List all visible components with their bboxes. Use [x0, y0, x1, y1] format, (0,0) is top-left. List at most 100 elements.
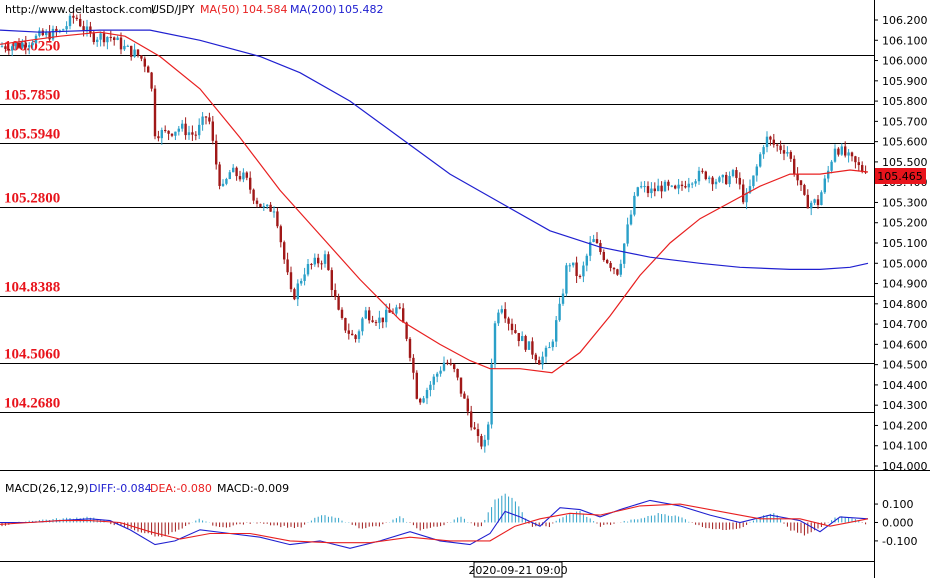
macd-dea-value: DEA:-0.080	[150, 482, 212, 495]
candle-body	[388, 309, 391, 313]
price-levels: 106.0250105.7850105.5940105.2800104.8388…	[0, 39, 874, 413]
candle-body	[28, 45, 31, 48]
candle-body	[123, 45, 126, 50]
candle-body	[62, 29, 65, 31]
price-tick-label: 105.500	[882, 156, 928, 169]
candle-body	[38, 30, 41, 36]
candle-body	[126, 45, 129, 47]
candle-body	[565, 265, 568, 294]
candle-body	[211, 121, 214, 141]
candle-body	[0, 46, 4, 48]
candle-body	[75, 17, 78, 19]
candle-body	[79, 18, 82, 27]
candle-body	[555, 320, 558, 342]
candle-body	[323, 254, 327, 264]
candle-body	[657, 185, 660, 192]
candle-body	[514, 330, 517, 334]
candle-body	[813, 199, 816, 203]
candle-body	[595, 239, 599, 244]
candle-body	[306, 264, 310, 275]
candle-body	[493, 323, 497, 365]
candle-body	[419, 398, 422, 403]
price-tick-label: 104.200	[882, 419, 928, 432]
candle-body	[170, 133, 174, 136]
candle-body	[558, 303, 561, 321]
candle-body	[293, 289, 296, 300]
candle-body	[704, 171, 707, 180]
candle-body	[177, 128, 180, 132]
candle-body	[578, 276, 582, 278]
price-tick-label: 104.300	[882, 399, 928, 412]
price-tick-label: 105.600	[882, 136, 928, 149]
candle-body	[371, 320, 374, 323]
candle-body	[65, 26, 68, 30]
price-tick-label: 104.400	[882, 379, 928, 392]
macd-diff-value: DIFF:-0.084	[89, 482, 152, 495]
macd-tick-label: 0.100	[882, 498, 914, 511]
candle-body	[456, 368, 459, 378]
candle-body	[337, 296, 340, 310]
time-crosshair-label: 2020-09-21 09:00	[468, 561, 568, 578]
macd-tick-label: -0.100	[882, 535, 917, 548]
candle-body	[728, 176, 731, 185]
candle-body	[810, 202, 813, 209]
candle-body	[351, 333, 354, 336]
candle-body	[153, 88, 157, 137]
price-level-label: 105.2800	[4, 191, 60, 207]
candle-body	[317, 257, 320, 264]
candle-body	[748, 186, 752, 193]
candle-body	[150, 72, 153, 89]
candle-body	[538, 360, 541, 365]
candle-body	[691, 183, 694, 185]
candle-body	[507, 318, 510, 324]
symbol-label: USD/JPY	[151, 3, 195, 16]
candle-body	[606, 260, 609, 263]
candle-body	[374, 322, 378, 324]
candle-body	[157, 136, 160, 139]
candle-body	[680, 184, 684, 187]
candle-body	[674, 185, 677, 189]
candle-body	[816, 199, 820, 206]
candle-body	[466, 398, 469, 412]
candle-body	[616, 269, 619, 275]
candle-body	[354, 335, 357, 340]
candle-body	[408, 338, 412, 358]
moving-averages	[0, 29, 869, 374]
candle-body	[769, 136, 772, 140]
price-level-label: 104.5060	[4, 347, 60, 363]
price-tick-label: 105.700	[882, 115, 928, 128]
candle-body	[289, 272, 293, 290]
ma200-line	[0, 29, 869, 270]
candle-body	[643, 186, 646, 188]
candle-body	[633, 195, 636, 215]
price-level-label: 105.7850	[4, 88, 60, 104]
price-tick-label: 106.100	[882, 34, 928, 47]
price-tick-label: 104.600	[882, 338, 928, 351]
candle-body	[667, 181, 670, 186]
candle-body	[844, 146, 847, 156]
candle-body	[551, 341, 554, 348]
candle-body	[262, 206, 265, 208]
candle-body	[524, 336, 527, 350]
ma50-line	[0, 31, 869, 374]
candle-body	[660, 185, 663, 192]
candle-body	[357, 331, 361, 340]
candle-body	[684, 186, 687, 188]
candle-body	[755, 166, 758, 176]
candle-body	[803, 185, 806, 195]
candle-body	[663, 181, 667, 192]
candle-body	[425, 390, 429, 399]
candle-body	[300, 280, 303, 284]
candle-body	[31, 42, 34, 46]
candle-body	[17, 42, 21, 48]
candle-body	[861, 165, 864, 172]
candle-body	[303, 274, 306, 281]
candle-body	[742, 184, 745, 203]
price-tick-label: 104.700	[882, 318, 928, 331]
candle-body	[500, 309, 503, 313]
candle-body	[204, 116, 208, 118]
candle-body	[113, 37, 116, 41]
candle-body	[840, 146, 843, 155]
candle-body	[626, 224, 629, 244]
